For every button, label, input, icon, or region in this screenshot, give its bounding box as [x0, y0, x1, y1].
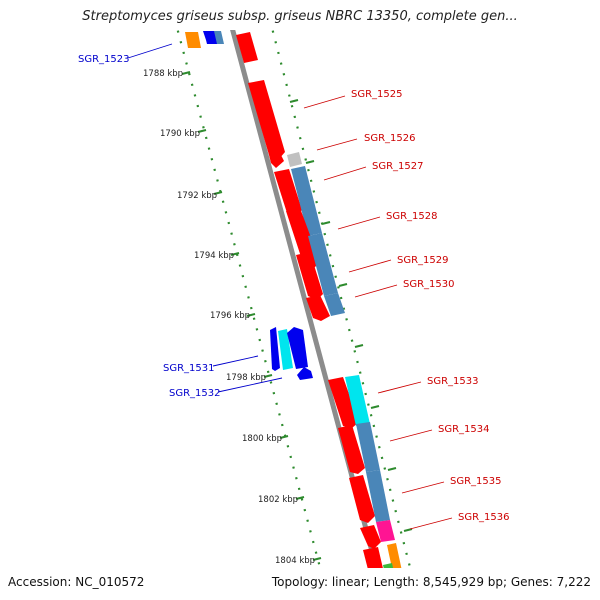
gene-sgr-1534-domain[interactable]: [356, 422, 380, 472]
gene-sgr-1537-domain-orange[interactable]: [387, 543, 405, 587]
gene-sgr-1522-domain[interactable]: [214, 31, 224, 44]
gene-sgr-1530b[interactable]: [287, 327, 308, 369]
gene-sgr-1534[interactable]: [338, 425, 365, 474]
gene-sgr-1531[interactable]: [270, 327, 280, 371]
label-sgr-1530[interactable]: SGR_1530: [403, 279, 455, 290]
gene-sgr-1537-domain-green[interactable]: [383, 563, 399, 597]
label-sgr-1536[interactable]: SGR_1536: [458, 512, 510, 523]
label-sgr-1523[interactable]: SGR_1523: [78, 54, 130, 65]
gene-sgr-1527-domain[interactable]: [291, 166, 322, 236]
label-leaders: [127, 43, 453, 530]
tick-label-1798: 1798 kbp: [226, 373, 266, 383]
gene-sgr-1530[interactable]: [306, 295, 330, 321]
gene-sgr-1536-domain[interactable]: [376, 520, 395, 542]
gene-sgr-1523-domain[interactable]: [185, 32, 201, 48]
tick-label-1804: 1804 kbp: [275, 556, 315, 566]
tick-label-1792: 1792 kbp: [177, 191, 217, 201]
tick-label-1788: 1788 kbp: [143, 69, 183, 79]
gene-sgr-1535-domain[interactable]: [366, 470, 390, 522]
gene-sgr-1528-domain[interactable]: [308, 233, 338, 296]
gene-sgr-1526-pseudo[interactable]: [287, 152, 302, 167]
label-sgr-1529[interactable]: SGR_1529: [397, 255, 449, 266]
label-sgr-1532[interactable]: SGR_1532: [169, 388, 221, 399]
tick-label-1796: 1796 kbp: [210, 311, 250, 321]
gene-sgr-1528[interactable]: [286, 208, 320, 268]
tick-label-1786: 1786 kbp: [126, 9, 166, 19]
tick-label-1802: 1802 kbp: [258, 495, 298, 505]
label-sgr-1525[interactable]: SGR_1525: [351, 89, 403, 100]
label-sgr-1526[interactable]: SGR_1526: [364, 133, 416, 144]
tick-label-1800: 1800 kbp: [242, 434, 282, 444]
gene-sgr-1524[interactable]: [236, 32, 258, 63]
tick-marks: [181, 71, 413, 561]
gene-sgr-1533-domain[interactable]: [345, 375, 370, 426]
accession-text: Accession: NC_010572: [8, 575, 145, 589]
gene-sgr-1529[interactable]: [296, 252, 323, 300]
tick-label-1794: 1794 kbp: [194, 251, 234, 261]
right-scale-dots: [271, 30, 412, 568]
gene-sgr-1537[interactable]: [363, 547, 388, 593]
gene-sgr-1532[interactable]: [297, 367, 313, 380]
label-sgr-1535[interactable]: SGR_1535: [450, 476, 502, 487]
tick-label-1790: 1790 kbp: [160, 129, 200, 139]
gene-sgr-1536[interactable]: [360, 525, 381, 549]
label-sgr-1534[interactable]: SGR_1534: [438, 424, 490, 435]
genome-summary-text: Topology: linear; Length: 8,545,929 bp; …: [271, 575, 591, 589]
gene-sgr-1525[interactable]: [248, 80, 285, 159]
label-sgr-1533[interactable]: SGR_1533: [427, 376, 479, 387]
label-sgr-1528[interactable]: SGR_1528: [386, 211, 438, 222]
gene-sgr-1533[interactable]: [328, 377, 359, 428]
gene-sgr-1527[interactable]: [274, 169, 302, 216]
left-scale-dots: [176, 30, 322, 568]
gene-sgr-1531-domain[interactable]: [278, 329, 293, 370]
map-title: Streptomyces griseus subsp. griseus NBRC…: [82, 9, 518, 24]
gene-sgr-1530-domain[interactable]: [324, 293, 345, 316]
label-sgr-1531[interactable]: SGR_1531: [163, 363, 215, 374]
gene-sgr-1526[interactable]: [269, 153, 284, 168]
label-sgr-1527[interactable]: SGR_1527: [372, 161, 424, 172]
gene-sgr-1535[interactable]: [349, 475, 375, 523]
